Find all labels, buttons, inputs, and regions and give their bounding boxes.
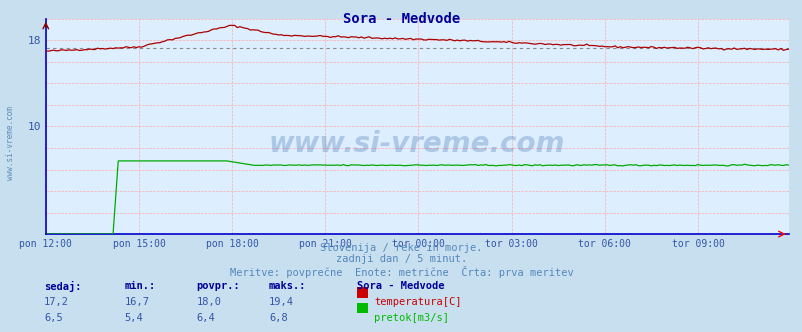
Text: zadnji dan / 5 minut.: zadnji dan / 5 minut. [335, 254, 467, 264]
Text: 6,4: 6,4 [196, 313, 215, 323]
Text: pretok[m3/s]: pretok[m3/s] [374, 313, 448, 323]
Text: Sora - Medvode: Sora - Medvode [342, 12, 460, 26]
Text: povpr.:: povpr.: [196, 281, 240, 290]
Text: www.si-vreme.com: www.si-vreme.com [6, 106, 15, 180]
Text: 19,4: 19,4 [269, 297, 294, 307]
Text: Sora - Medvode: Sora - Medvode [357, 281, 444, 290]
Text: www.si-vreme.com: www.si-vreme.com [269, 130, 565, 158]
Text: 17,2: 17,2 [44, 297, 69, 307]
Text: maks.:: maks.: [269, 281, 306, 290]
Text: Meritve: povprečne  Enote: metrične  Črta: prva meritev: Meritve: povprečne Enote: metrične Črta:… [229, 266, 573, 278]
Text: 16,7: 16,7 [124, 297, 149, 307]
Text: 5,4: 5,4 [124, 313, 143, 323]
Text: 6,5: 6,5 [44, 313, 63, 323]
Text: 18,0: 18,0 [196, 297, 221, 307]
Text: 6,8: 6,8 [269, 313, 287, 323]
Text: sedaj:: sedaj: [44, 281, 82, 291]
Text: Slovenija / reke in morje.: Slovenija / reke in morje. [320, 243, 482, 253]
Text: min.:: min.: [124, 281, 156, 290]
Text: temperatura[C]: temperatura[C] [374, 297, 461, 307]
